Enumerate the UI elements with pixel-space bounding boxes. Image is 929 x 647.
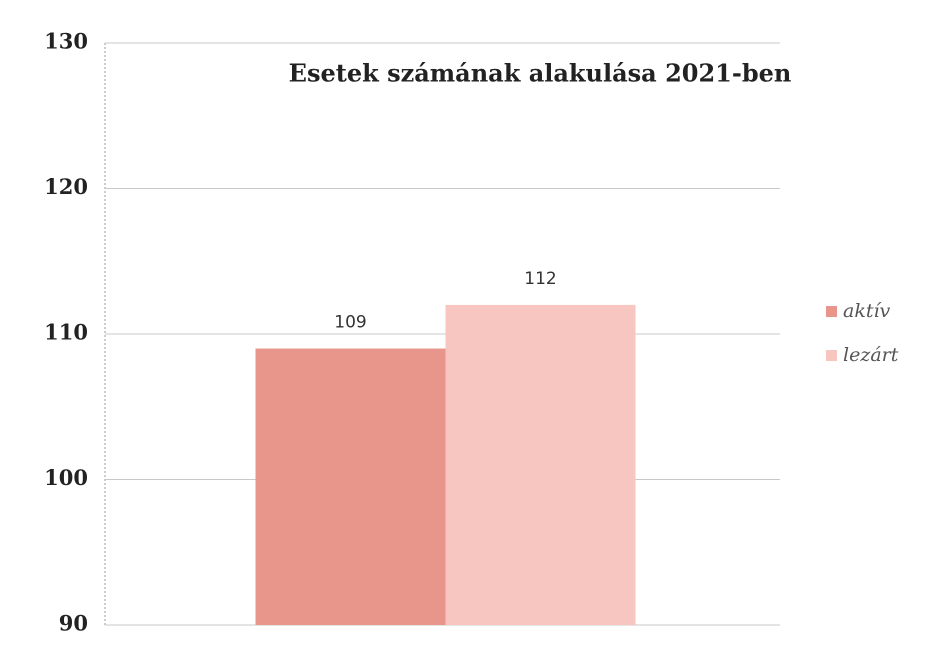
legend-swatch [826,306,837,317]
bar [445,304,636,625]
y-tick-label: 130 [44,29,88,54]
legend-label: lezárt [843,344,899,366]
legend-label: aktív [843,300,891,322]
y-tick-label: 120 [44,174,88,199]
value-label: 112 [524,269,556,289]
bar [255,348,446,625]
chart-title: Esetek számának alakulása 2021-ben [289,59,792,88]
value-label: 109 [334,313,366,333]
y-tick-label: 110 [44,320,88,345]
y-tick-label: 100 [44,465,88,490]
y-tick-label: 90 [59,611,88,636]
legend-swatch [826,350,837,361]
